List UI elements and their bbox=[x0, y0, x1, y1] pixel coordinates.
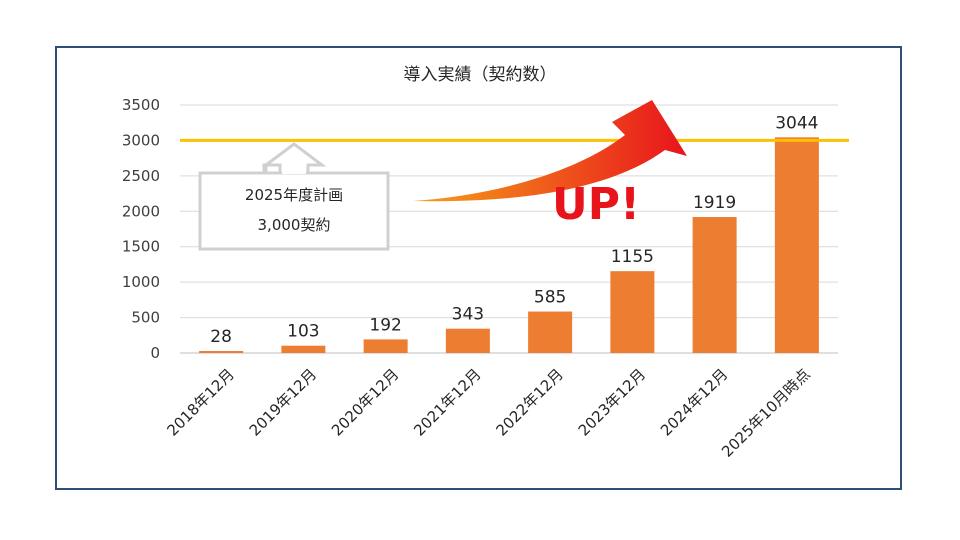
data-label: 1155 bbox=[611, 247, 654, 267]
bar bbox=[199, 351, 244, 353]
y-axis-ticks: 0 500 1000 1500 2000 2500 3000 3500 bbox=[122, 96, 160, 362]
x-category-label: 2022年12月 bbox=[493, 365, 567, 439]
bar-series bbox=[199, 137, 819, 353]
x-category-label: 2019年12月 bbox=[246, 365, 320, 439]
y-tick-label: 1500 bbox=[122, 238, 160, 256]
data-label: 103 bbox=[287, 322, 319, 342]
growth-arrow-icon bbox=[413, 100, 687, 202]
plan-callout: 2025年度計画 3,000契約 bbox=[198, 142, 390, 251]
y-tick-label: 500 bbox=[131, 309, 160, 327]
data-label: 1919 bbox=[693, 193, 736, 213]
data-labels: 28 103 192 343 585 1155 1919 3044 bbox=[210, 113, 818, 347]
data-label: 192 bbox=[369, 315, 401, 335]
bar bbox=[281, 345, 326, 353]
callout-line1: 2025年度計画 bbox=[245, 186, 343, 204]
bar bbox=[774, 137, 819, 353]
y-tick-label: 1000 bbox=[122, 273, 160, 291]
x-category-label: 2024年12月 bbox=[657, 365, 731, 439]
data-label: 585 bbox=[534, 288, 566, 308]
callout-up-arrow-icon bbox=[261, 142, 327, 175]
callout-line2: 3,000契約 bbox=[258, 216, 331, 234]
bar bbox=[528, 311, 573, 353]
callout-box bbox=[198, 163, 390, 251]
x-axis-categories: 2018年12月 2019年12月 2020年12月 2021年12月 2022年12月… bbox=[164, 365, 814, 461]
y-tick-label: 2000 bbox=[122, 202, 160, 220]
y-tick-label: 0 bbox=[150, 344, 160, 362]
bar bbox=[692, 217, 737, 353]
bar bbox=[610, 271, 655, 353]
y-tick-label: 2500 bbox=[122, 167, 160, 185]
x-category-label: 2025年10月時点 bbox=[718, 365, 814, 461]
x-category-label: 2020年12月 bbox=[328, 365, 402, 439]
data-label: 28 bbox=[210, 327, 232, 347]
data-label: 343 bbox=[452, 305, 484, 325]
bar bbox=[363, 339, 408, 353]
bar bbox=[445, 328, 490, 353]
data-label: 3044 bbox=[775, 113, 818, 133]
up-banner: UP! bbox=[552, 179, 640, 230]
chart-frame bbox=[55, 46, 902, 490]
y-tick-label: 3500 bbox=[122, 96, 160, 114]
y-tick-label: 3000 bbox=[122, 131, 160, 149]
chart-title: 導入実績（契約数） bbox=[404, 65, 557, 85]
x-category-label: 2018年12月 bbox=[164, 365, 238, 439]
x-category-label: 2021年12月 bbox=[410, 365, 484, 439]
x-category-label: 2023年12月 bbox=[575, 365, 649, 439]
